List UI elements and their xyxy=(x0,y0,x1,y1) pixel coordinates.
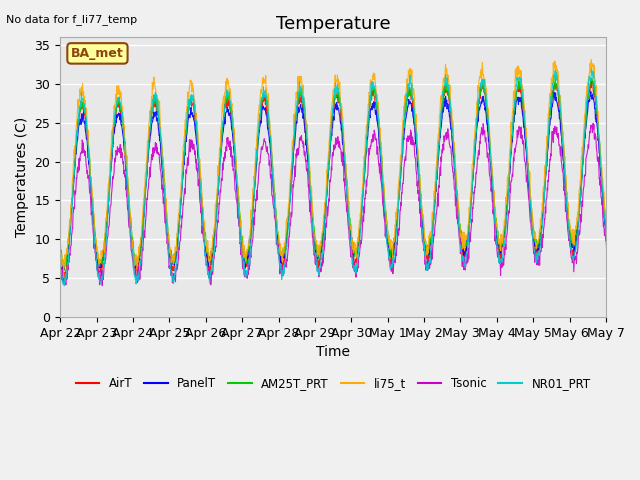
Title: Temperature: Temperature xyxy=(276,15,390,33)
Text: No data for f_li77_temp: No data for f_li77_temp xyxy=(6,14,138,25)
Legend: AirT, PanelT, AM25T_PRT, li75_t, Tsonic, NR01_PRT: AirT, PanelT, AM25T_PRT, li75_t, Tsonic,… xyxy=(71,372,595,395)
X-axis label: Time: Time xyxy=(316,345,350,359)
Y-axis label: Temperatures (C): Temperatures (C) xyxy=(15,117,29,237)
Text: BA_met: BA_met xyxy=(71,47,124,60)
